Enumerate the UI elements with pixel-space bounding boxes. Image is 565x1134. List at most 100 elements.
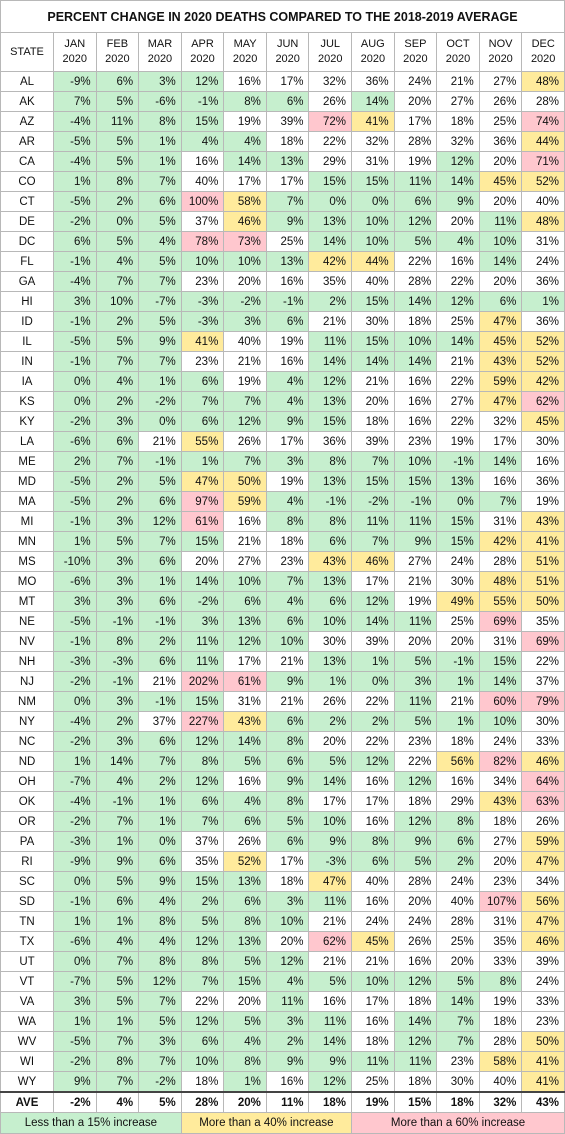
state-cell: CO	[0, 171, 54, 192]
value-cell: 11%	[308, 331, 353, 352]
value-cell: -1%	[436, 451, 480, 472]
value-cell: 202%	[180, 671, 225, 692]
value-cell: 9%	[53, 1071, 97, 1093]
value-cell: 26%	[393, 931, 438, 952]
value-cell: 20%	[351, 391, 395, 412]
value-cell: 1%	[308, 671, 353, 692]
value-cell: 8%	[223, 91, 267, 112]
value-cell: 45%	[478, 331, 523, 352]
value-cell: 25%	[436, 611, 480, 632]
value-cell: 4%	[180, 131, 225, 152]
value-cell: 27%	[436, 91, 480, 112]
value-cell: 24%	[393, 71, 438, 92]
state-cell: TN	[0, 911, 54, 932]
value-cell: 7%	[95, 451, 140, 472]
value-cell: 0%	[53, 951, 97, 972]
value-cell: 3%	[138, 1031, 182, 1052]
state-row: OK -4% -1% 1% 6% 4% 8% 17% 17% 18% 29% 43% 63%	[0, 791, 565, 812]
value-cell: 28%	[436, 911, 480, 932]
value-cell: 7%	[95, 351, 140, 372]
value-cell: 37%	[180, 831, 225, 852]
value-cell: 1%	[138, 151, 182, 172]
value-cell: 20%	[308, 731, 353, 752]
state-row: NV -1% 8% 2% 11% 12% 10% 30% 39% 20% 20% 31% 69%	[0, 631, 565, 652]
value-cell: 44%	[351, 251, 395, 272]
value-cell: 30%	[351, 311, 395, 332]
value-cell: 6%	[265, 311, 310, 332]
legend-row: Less than a 15% increase More than a 40% …	[0, 1112, 565, 1134]
state-row: ND 1% 14% 7% 8% 5% 6% 5% 12% 22% 56% 82% 46%	[0, 751, 565, 772]
value-cell: 1%	[351, 651, 395, 672]
value-cell: 3%	[53, 591, 97, 612]
value-cell: 7%	[138, 531, 182, 552]
month-label: OCT	[446, 38, 470, 50]
year-label: 2020	[275, 53, 300, 65]
value-cell: -5%	[53, 131, 97, 152]
value-cell: 0%	[436, 491, 480, 512]
value-cell: 10%	[478, 711, 523, 732]
value-cell: 13%	[308, 651, 353, 672]
average-cell: 15%	[393, 1091, 438, 1113]
value-cell: -4%	[53, 711, 97, 732]
value-cell: 24%	[351, 911, 395, 932]
value-cell: 20%	[478, 151, 523, 172]
value-cell: 30%	[521, 431, 565, 452]
state-cell: IL	[0, 331, 54, 352]
value-cell: 8%	[223, 911, 267, 932]
value-cell: 15%	[308, 171, 353, 192]
value-cell: -1%	[180, 91, 225, 112]
value-cell: -6%	[53, 431, 97, 452]
state-cell: NC	[0, 731, 54, 752]
value-cell: 2%	[95, 471, 140, 492]
value-cell: 11%	[308, 891, 353, 912]
value-cell: 15%	[393, 471, 438, 492]
value-cell: -1%	[138, 691, 182, 712]
value-cell: 4%	[138, 931, 182, 952]
value-cell: 31%	[351, 151, 395, 172]
month-header: OCT 2020	[436, 32, 480, 72]
value-cell: 16%	[436, 771, 480, 792]
value-cell: 43%	[478, 791, 523, 812]
value-cell: 5%	[308, 751, 353, 772]
value-cell: 52%	[521, 351, 565, 372]
value-cell: 1%	[53, 1011, 97, 1032]
value-cell: 7%	[436, 1011, 480, 1032]
value-cell: -3%	[180, 311, 225, 332]
value-cell: 16%	[223, 71, 267, 92]
value-cell: 37%	[521, 671, 565, 692]
value-cell: 18%	[393, 1071, 438, 1093]
value-cell: 27%	[478, 71, 523, 92]
value-cell: -2%	[180, 591, 225, 612]
value-cell: 33%	[478, 951, 523, 972]
state-cell: MA	[0, 491, 54, 512]
value-cell: 9%	[393, 831, 438, 852]
value-cell: 5%	[138, 211, 182, 232]
value-cell: 50%	[223, 471, 267, 492]
value-cell: 5%	[223, 751, 267, 772]
state-row: AL -9% 6% 3% 12% 16% 17% 32% 36% 24% 21% 27% 48%	[0, 71, 565, 92]
value-cell: 14%	[393, 1011, 438, 1032]
state-row: UT 0% 7% 8% 8% 5% 12% 21% 21% 16% 20% 33% 39%	[0, 951, 565, 972]
value-cell: -1%	[53, 351, 97, 372]
value-cell: 10%	[223, 571, 267, 592]
value-cell: 9%	[393, 531, 438, 552]
value-cell: 6%	[180, 1031, 225, 1052]
value-cell: 42%	[308, 251, 353, 272]
value-cell: 19%	[393, 151, 438, 172]
state-cell: FL	[0, 251, 54, 272]
value-cell: 2%	[138, 631, 182, 652]
state-cell: IN	[0, 351, 54, 372]
value-cell: 21%	[223, 531, 267, 552]
value-cell: 6%	[138, 591, 182, 612]
state-cell: NM	[0, 691, 54, 712]
value-cell: 12%	[180, 71, 225, 92]
value-cell: 7%	[180, 811, 225, 832]
value-cell: 13%	[308, 571, 353, 592]
value-cell: 1%	[223, 1071, 267, 1093]
value-cell: 2%	[308, 711, 353, 732]
value-cell: -5%	[53, 611, 97, 632]
value-cell: 8%	[180, 751, 225, 772]
value-cell: 0%	[95, 211, 140, 232]
state-row: MO -6% 3% 1% 14% 10% 7% 13% 17% 21% 30% 48% 51%	[0, 571, 565, 592]
